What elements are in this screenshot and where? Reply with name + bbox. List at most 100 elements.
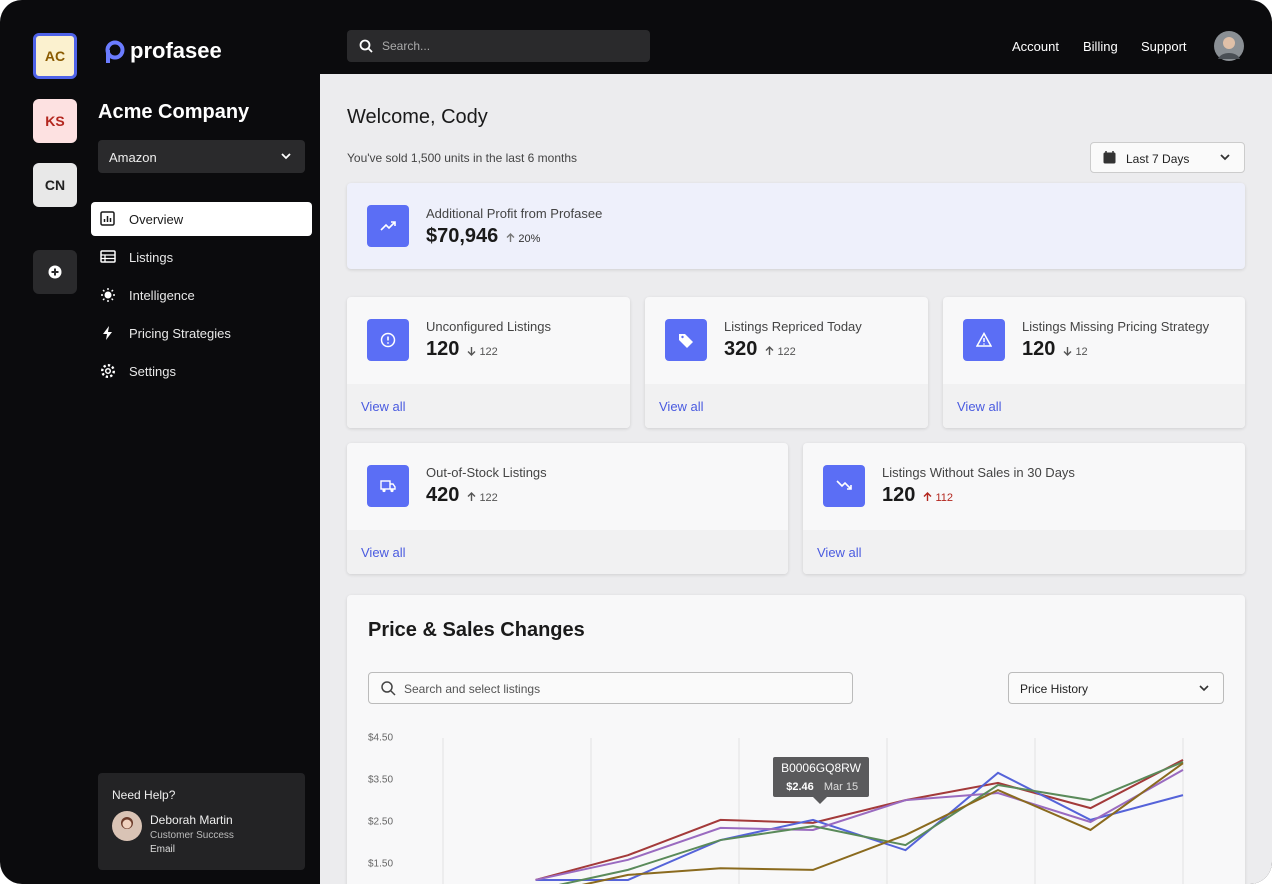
stat-change-row: 122 xyxy=(467,346,498,358)
stat-icon xyxy=(367,465,409,507)
account-ks[interactable]: KS xyxy=(33,99,77,143)
stat-value-row: 320 122 xyxy=(724,338,796,361)
nav-item[interactable]: Intelligence xyxy=(91,278,312,312)
price-line xyxy=(535,758,1184,881)
stat-label: Listings Without Sales in 30 Days xyxy=(882,465,1075,480)
y-tick-label: $3.50 xyxy=(368,775,393,786)
chart-card: Price & Sales Changes Search and select … xyxy=(347,595,1245,884)
view-all[interactable]: View all xyxy=(347,384,630,428)
stat-icon xyxy=(665,319,707,361)
tooltip-date: Mar 15 xyxy=(824,781,858,793)
profit-icon xyxy=(367,205,409,247)
subtitle: You've sold 1,500 units in the last 6 mo… xyxy=(347,151,577,165)
top-nav-account[interactable]: Account xyxy=(1012,39,1059,54)
stat-label: Listings Repriced Today xyxy=(724,319,862,334)
brand: profasee xyxy=(130,38,222,63)
stat-change-row: 112 xyxy=(923,492,953,504)
stat-change-row: 122 xyxy=(765,346,796,358)
view-all[interactable]: View all xyxy=(645,384,928,428)
nav-label: Overview xyxy=(129,211,184,227)
stat-change-row: 12 xyxy=(1063,346,1088,358)
nav-label: Pricing Strategies xyxy=(129,325,231,341)
view-all[interactable]: View all xyxy=(803,530,1245,574)
welcome: Welcome, Cody xyxy=(347,106,488,128)
nav-item[interactable]: Listings xyxy=(91,240,312,274)
profit-value-row: $70,946 20% xyxy=(426,225,540,248)
nav-item[interactable]: Pricing Strategies xyxy=(91,316,312,350)
account-cn[interactable]: CN xyxy=(33,163,77,207)
nav-item[interactable]: Settings xyxy=(91,354,312,388)
stat-card: Out-of-Stock Listings 420 122 View all xyxy=(347,443,788,574)
account-ac[interactable]: AC xyxy=(33,33,77,79)
price-line xyxy=(535,769,1184,881)
marketplace-select[interactable]: Amazon xyxy=(98,140,305,173)
chart-title: Price & Sales Changes xyxy=(368,619,585,641)
chart-mode: Price History xyxy=(1020,682,1089,696)
chart-mode-select[interactable]: Price History xyxy=(1008,672,1224,704)
tooltip-box xyxy=(773,757,869,797)
search-placeholder: Search... xyxy=(382,39,431,53)
stat-card: Listings Repriced Today 320 122 View all xyxy=(645,297,928,428)
stat-label: Listings Missing Pricing Strategy xyxy=(1022,319,1210,334)
agent-email[interactable]: Email xyxy=(150,844,176,855)
stat-change: 12 xyxy=(1075,346,1088,358)
stat-value-row: 120 122 xyxy=(426,338,498,361)
stat-label: Unconfigured Listings xyxy=(426,319,552,334)
stat-card: Listings Without Sales in 30 Days 120 11… xyxy=(803,443,1245,574)
date-range-label: Last 7 Days xyxy=(1126,152,1190,166)
company-name: Acme Company xyxy=(98,101,250,123)
agent-role: Customer Success xyxy=(150,830,234,841)
price-chart: $4.50 $3.50 $2.50 $1.50 B0006GQ8RW $2.46 Mar 1… xyxy=(368,733,1184,884)
stat-icon xyxy=(963,319,1005,361)
logo-icon xyxy=(105,40,125,63)
nav-label: Intelligence xyxy=(129,287,195,303)
stat-change: 122 xyxy=(777,346,796,358)
stat-icon xyxy=(823,465,865,507)
listing-search[interactable]: Search and select listings xyxy=(368,672,853,704)
y-tick-label: $2.50 xyxy=(368,817,393,828)
tooltip-id: B0006GQ8RW xyxy=(781,761,861,775)
price-line xyxy=(558,761,1184,884)
stat-label: Out-of-Stock Listings xyxy=(426,465,547,480)
view-all[interactable]: View all xyxy=(943,384,1245,428)
stat-value: 120 xyxy=(426,338,460,360)
tooltip-arrow xyxy=(813,797,827,804)
profit-value: $70,946 xyxy=(426,225,499,247)
stat-change-row: 122 xyxy=(467,492,498,504)
user-avatar[interactable] xyxy=(1214,31,1244,61)
help-title: Need Help? xyxy=(112,788,176,802)
profit-label: Additional Profit from Profasee xyxy=(426,206,603,221)
stat-icon xyxy=(367,319,409,361)
y-tick-label: $1.50 xyxy=(368,859,393,870)
help-box: Need Help? Deborah Martin Customer Succe… xyxy=(98,773,305,870)
stat-value-row: 420 122 xyxy=(426,484,498,507)
y-tick-label: $4.50 xyxy=(368,733,393,744)
listing-search-placeholder: Search and select listings xyxy=(404,682,541,696)
top-nav-billing[interactable]: Billing xyxy=(1083,39,1118,54)
stat-value: 120 xyxy=(882,484,916,506)
nav-label: Listings xyxy=(129,249,174,265)
top-search[interactable]: Search... xyxy=(347,30,650,62)
stat-value-row: 120 112 xyxy=(882,484,953,507)
stat-card: Unconfigured Listings 120 122 View all xyxy=(347,297,630,428)
nav-item[interactable]: Overview xyxy=(91,202,312,236)
add-account[interactable] xyxy=(33,250,77,294)
stat-value: 120 xyxy=(1022,338,1056,360)
marketplace: Amazon xyxy=(109,150,157,165)
stat-change: 122 xyxy=(479,492,498,504)
view-all[interactable]: View all xyxy=(347,530,788,574)
stat-value-row: 120 12 xyxy=(1022,338,1088,361)
nav-label: Settings xyxy=(129,363,176,379)
stat-value: 420 xyxy=(426,484,460,506)
agent-avatar xyxy=(112,811,142,841)
top-nav-support[interactable]: Support xyxy=(1141,39,1187,54)
main: Welcome, Cody You've sold 1,500 units in… xyxy=(320,74,1272,884)
tooltip-price: $2.46 xyxy=(786,781,814,793)
profit-change: 20% xyxy=(518,233,541,245)
profit-card: Additional Profit from Profasee $70,946 … xyxy=(347,183,1245,269)
date-range[interactable]: Last 7 Days xyxy=(1090,142,1245,173)
stat-change: 122 xyxy=(479,346,498,358)
stat-card: Listings Missing Pricing Strategy 120 12… xyxy=(943,297,1245,428)
